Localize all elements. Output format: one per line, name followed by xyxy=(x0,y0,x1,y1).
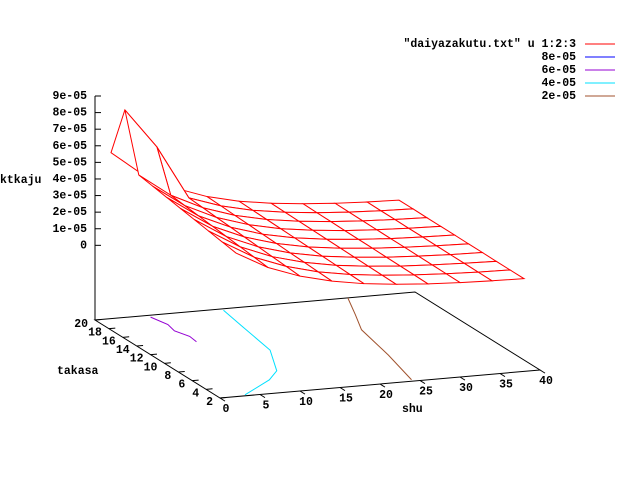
y-tick-label: 20 xyxy=(74,318,88,331)
x-tick-label: 25 xyxy=(419,386,433,399)
x-tick xyxy=(339,387,346,392)
legend-label: 2e-05 xyxy=(541,90,576,103)
z-tick-label: 9e-05 xyxy=(52,90,87,103)
y-tick-label: 10 xyxy=(144,361,158,374)
legend-label: "daiyazakutu.txt" u 1:2:3 xyxy=(403,38,576,51)
x-tick-label: 15 xyxy=(339,393,353,406)
z-tick-label: 4e-05 xyxy=(52,173,87,186)
legend-label: 8e-05 xyxy=(541,51,576,64)
y-tick-label: 12 xyxy=(130,353,144,366)
x-axis-label: shu xyxy=(402,403,423,416)
y-tick-label: 8 xyxy=(164,370,171,383)
y-axis-label: takasa xyxy=(57,365,99,378)
contour-line xyxy=(150,316,197,343)
z-tick-label: 6e-05 xyxy=(52,140,87,153)
z-axis-label: ktkaju xyxy=(0,174,42,187)
y-tick xyxy=(150,353,157,356)
z-tick-label: 5e-05 xyxy=(52,156,87,169)
legend-label: 4e-05 xyxy=(541,77,576,90)
y-tick xyxy=(122,336,130,338)
y-tick-label: 18 xyxy=(88,327,102,340)
y-tick xyxy=(192,379,199,382)
y-tick-label: 16 xyxy=(102,335,116,348)
contour-line xyxy=(347,297,412,381)
z-tick-label: 2e-05 xyxy=(52,206,87,219)
z-tick-label: 3e-05 xyxy=(52,190,87,203)
y-tick xyxy=(178,370,185,373)
x-tick-label: 0 xyxy=(223,403,230,416)
y-tick xyxy=(206,388,213,390)
z-tick-label: 1e-05 xyxy=(52,223,87,236)
base-plane xyxy=(93,291,542,399)
x-tick-label: 30 xyxy=(459,382,473,395)
y-tick-label: 6 xyxy=(178,379,185,392)
x-tick-label: 35 xyxy=(499,379,513,392)
x-tick-label: 10 xyxy=(299,396,313,409)
x-tick xyxy=(419,380,426,385)
x-tick xyxy=(459,376,466,381)
x-tick xyxy=(539,369,546,374)
x-tick-label: 20 xyxy=(379,389,393,402)
surface-cell xyxy=(221,241,269,268)
z-tick-label: 7e-05 xyxy=(52,123,87,136)
contour-line xyxy=(223,309,278,396)
y-tick xyxy=(219,396,227,399)
y-tick-label: 14 xyxy=(116,344,130,357)
y-tick xyxy=(108,327,116,330)
x-tick xyxy=(259,394,266,399)
y-tick xyxy=(136,344,144,347)
x-tick xyxy=(379,383,386,388)
z-tick-label: 8e-05 xyxy=(52,107,87,120)
x-tick xyxy=(299,390,306,395)
x-tick-label: 40 xyxy=(539,375,553,388)
x-tick xyxy=(499,373,506,378)
legend-label: 6e-05 xyxy=(541,64,576,77)
x-tick-label: 5 xyxy=(263,400,270,413)
y-tick xyxy=(164,362,171,364)
y-tick xyxy=(94,318,102,321)
y-tick-label: 4 xyxy=(192,387,199,400)
y-tick-label: 2 xyxy=(206,396,213,409)
x-tick xyxy=(219,397,226,402)
z-tick-label: 0 xyxy=(80,239,87,252)
